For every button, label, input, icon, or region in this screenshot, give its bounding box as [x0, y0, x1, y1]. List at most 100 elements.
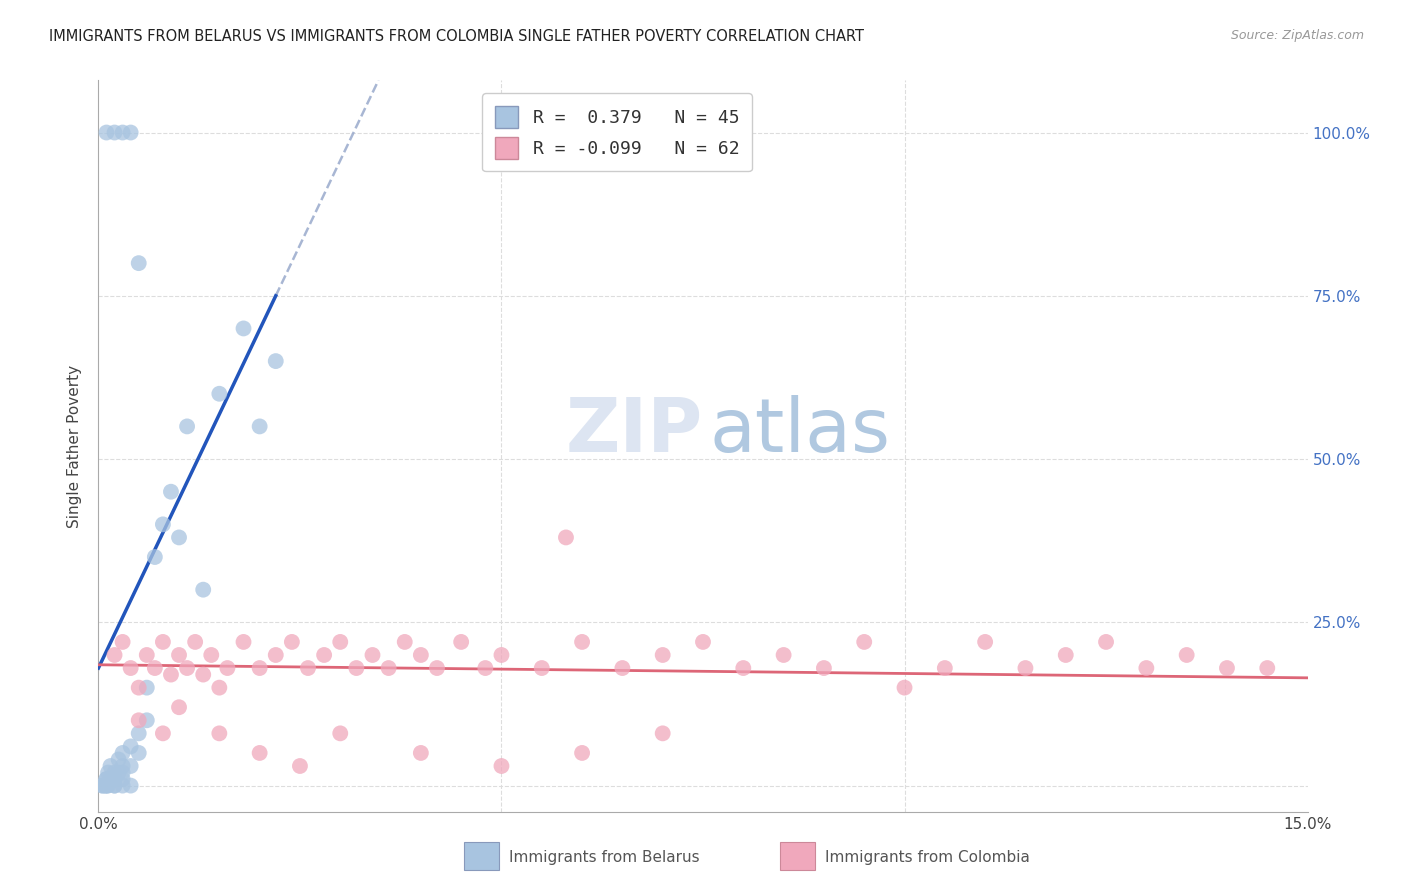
Point	[571, 635, 593, 649]
Point	[128, 681, 150, 695]
Point	[143, 661, 166, 675]
Point	[111, 772, 134, 786]
Point	[107, 752, 129, 766]
Point	[97, 765, 120, 780]
Point	[103, 779, 125, 793]
Point	[491, 648, 513, 662]
Point	[813, 661, 835, 675]
Point	[208, 726, 231, 740]
Point	[733, 661, 755, 675]
Point	[974, 635, 997, 649]
Point	[96, 126, 118, 140]
Point	[193, 667, 215, 681]
Point	[264, 648, 287, 662]
Legend: R =  0.379   N = 45, R = -0.099   N = 62: R = 0.379 N = 45, R = -0.099 N = 62	[482, 93, 752, 171]
Point	[128, 714, 150, 728]
Point	[474, 661, 496, 675]
Point	[1054, 648, 1077, 662]
Point	[111, 779, 134, 793]
Point	[100, 772, 122, 786]
Point	[120, 126, 142, 140]
Point	[426, 661, 449, 675]
Point	[100, 759, 122, 773]
Point	[176, 661, 198, 675]
Point	[1095, 635, 1118, 649]
Point	[208, 386, 231, 401]
Text: ZIP: ZIP	[565, 395, 703, 468]
Point	[361, 648, 384, 662]
Point	[176, 419, 198, 434]
Point	[232, 635, 254, 649]
Text: Immigrants from Colombia: Immigrants from Colombia	[825, 850, 1031, 865]
Text: atlas: atlas	[709, 395, 890, 468]
Point	[120, 739, 142, 754]
Point	[217, 661, 239, 675]
Point	[103, 772, 125, 786]
Point	[651, 726, 673, 740]
Point	[232, 321, 254, 335]
Point	[111, 746, 134, 760]
Point	[208, 681, 231, 695]
Point	[1175, 648, 1198, 662]
Point	[934, 661, 956, 675]
Point	[152, 726, 174, 740]
Point	[394, 635, 416, 649]
Point	[94, 779, 117, 793]
Point	[103, 126, 125, 140]
Point	[120, 661, 142, 675]
Point	[200, 648, 222, 662]
Point	[167, 700, 190, 714]
Point	[530, 661, 553, 675]
Point	[555, 530, 578, 544]
Point	[96, 779, 118, 793]
Point	[893, 681, 915, 695]
Point	[1135, 661, 1157, 675]
Point	[120, 779, 142, 793]
FancyBboxPatch shape	[464, 842, 499, 871]
Point	[128, 726, 150, 740]
Point	[249, 661, 271, 675]
Point	[571, 746, 593, 760]
Point	[612, 661, 634, 675]
Point	[135, 648, 157, 662]
Point	[167, 648, 190, 662]
Point	[96, 772, 118, 786]
Point	[1014, 661, 1036, 675]
Point	[103, 765, 125, 780]
Point	[193, 582, 215, 597]
Point	[772, 648, 794, 662]
Point	[91, 779, 114, 793]
Point	[111, 765, 134, 780]
Point	[288, 759, 311, 773]
Point	[120, 759, 142, 773]
Point	[135, 714, 157, 728]
Point	[692, 635, 714, 649]
Point	[450, 635, 472, 649]
Point	[152, 635, 174, 649]
Point	[160, 667, 183, 681]
Point	[184, 635, 207, 649]
Point	[143, 549, 166, 564]
Point	[329, 635, 352, 649]
Text: Immigrants from Belarus: Immigrants from Belarus	[509, 850, 700, 865]
Point	[96, 772, 118, 786]
Point	[97, 779, 120, 793]
Point	[96, 779, 118, 793]
Point	[111, 635, 134, 649]
Y-axis label: Single Father Poverty: Single Father Poverty	[67, 365, 83, 527]
Point	[314, 648, 336, 662]
Point	[107, 765, 129, 780]
Point	[91, 779, 114, 793]
Point	[344, 661, 367, 675]
Point	[152, 517, 174, 532]
FancyBboxPatch shape	[780, 842, 815, 871]
Point	[377, 661, 399, 675]
Point	[249, 419, 271, 434]
Point	[281, 635, 304, 649]
Point	[128, 256, 150, 270]
Point	[111, 126, 134, 140]
Point	[103, 648, 125, 662]
Text: Source: ZipAtlas.com: Source: ZipAtlas.com	[1230, 29, 1364, 43]
Point	[329, 726, 352, 740]
Point	[160, 484, 183, 499]
